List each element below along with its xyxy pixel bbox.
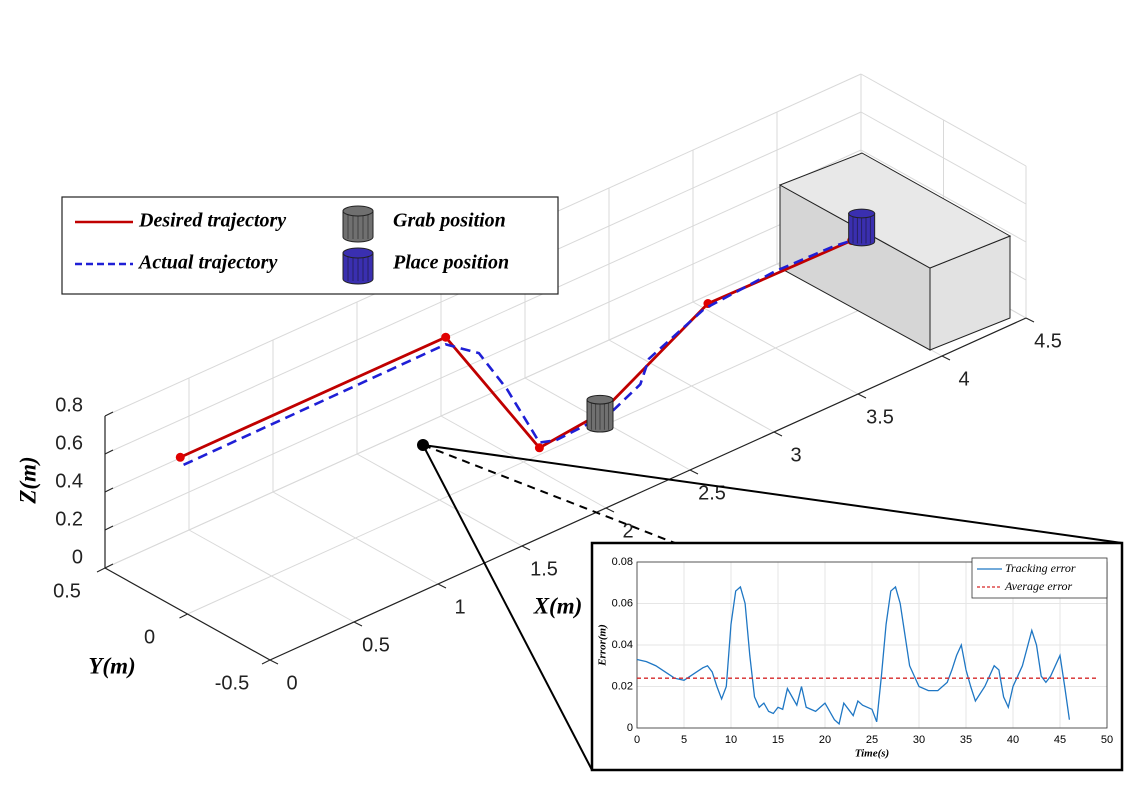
legend-label: Place position <box>392 252 509 274</box>
waypoint <box>703 299 713 309</box>
tick-mark <box>521 545 531 551</box>
y-tick-label: 0.06 <box>612 597 633 609</box>
x-tick-label: 4.5 <box>1034 330 1062 352</box>
x-tick-label: 0 <box>634 734 640 746</box>
x-tick-label: 1.5 <box>530 558 558 580</box>
tick-mark <box>1025 317 1035 323</box>
z-axis-label: Z(m) <box>15 456 40 504</box>
y-tick-label: -0.5 <box>215 672 249 694</box>
tick-mark <box>689 469 699 475</box>
error-plot: 0 5 10 15 20 25 30 35 40 45 50 0 0.02 0.04 0.06 0.08 Tim… <box>590 541 1124 772</box>
grid-line <box>187 271 944 615</box>
tick-mark <box>104 487 114 493</box>
legend-label: Grab position <box>393 210 506 232</box>
x-tick-label: 1 <box>454 596 465 618</box>
z-tick-label: 0.8 <box>55 394 83 416</box>
x-axis-label: X(m) <box>533 593 583 618</box>
x-axis-label: Time(s) <box>855 748 889 760</box>
x-tick-label: 35 <box>960 734 972 746</box>
plot-frame <box>636 561 1108 729</box>
x-tick-label: 25 <box>866 734 878 746</box>
x-tick-label: 0 <box>286 672 297 694</box>
grid-line <box>860 73 1027 167</box>
y-tick-label: 0 <box>144 626 155 648</box>
tick-mark <box>773 431 783 437</box>
zoom-line <box>422 444 593 771</box>
y-tick-label: 0.08 <box>612 556 633 568</box>
y-tick-label: 0.02 <box>612 680 633 692</box>
x-tick-label: 45 <box>1054 734 1066 746</box>
x-tick-label: 40 <box>1007 734 1019 746</box>
tick-mark <box>261 659 271 665</box>
x-tick-label: 50 <box>1101 734 1113 746</box>
trajectory-plot: 0 0.5 1 1.5 2 2.5 3 3.5 4 4.5 -0.5 0 0.5 0 0.2 0.4 0.6 0.… <box>15 73 1062 694</box>
waypoint <box>534 443 544 453</box>
error-line <box>636 585 1071 726</box>
legend-label: Actual trajectory <box>137 252 277 274</box>
tick-mark <box>437 583 447 589</box>
table-top <box>778 152 1012 269</box>
position-marker <box>848 208 876 247</box>
cylinder-top <box>848 208 876 219</box>
x-tick-label: 15 <box>772 734 784 746</box>
legend-box <box>61 196 559 295</box>
tick-mark <box>353 621 363 627</box>
trajectory-line <box>183 239 853 467</box>
z-tick-label: 0.2 <box>55 508 83 530</box>
tick-mark <box>857 393 867 399</box>
position-marker <box>586 394 614 433</box>
x-tick-label: 10 <box>725 734 737 746</box>
z-tick-label: 0 <box>72 546 83 568</box>
y-tick-label: 0.5 <box>53 580 81 602</box>
x-tick-label: 4 <box>958 368 969 390</box>
trajectory-line <box>179 239 853 459</box>
tick-mark <box>179 613 188 619</box>
legend-label: Average error <box>1004 579 1073 593</box>
waypoint <box>441 332 451 342</box>
tick-mark <box>269 659 279 665</box>
legend-label: Tracking error <box>1005 561 1076 575</box>
legend: Desired trajectory Actual trajectory Grab … <box>61 196 559 295</box>
x-tick-label: 3.5 <box>866 406 894 428</box>
x-tick-label: 2.5 <box>698 482 726 504</box>
grid-line <box>860 149 1027 243</box>
y-axis-label: Y(m) <box>88 653 135 678</box>
cylinder-top <box>342 247 374 259</box>
tick-mark <box>941 355 951 361</box>
x-tick-label: 0.5 <box>362 634 390 656</box>
zoom-callout <box>417 439 1123 771</box>
x-tick-label: 30 <box>913 734 925 746</box>
cylinder-top <box>586 394 614 405</box>
x-tick-label: 5 <box>681 734 687 746</box>
z-tick-label: 0.6 <box>55 432 83 454</box>
waypoint <box>175 452 185 462</box>
zoom-point <box>417 439 429 451</box>
tick-mark <box>104 411 114 417</box>
axis-line <box>269 317 1027 661</box>
tick-mark <box>104 563 114 569</box>
x-tick-label: 20 <box>819 734 831 746</box>
y-tick-label: 0 <box>627 722 633 734</box>
z-tick-label: 0.4 <box>55 470 83 492</box>
zoom-line <box>422 444 1123 544</box>
tick-mark <box>605 507 615 513</box>
zoom-line <box>422 444 681 546</box>
legend-box <box>971 557 1108 599</box>
x-tick-label: 2 <box>622 520 633 542</box>
y-tick-label: 0.04 <box>612 639 633 651</box>
grid-line <box>860 111 1027 205</box>
tick-mark <box>104 449 114 455</box>
x-tick-label: 3 <box>790 444 801 466</box>
grid-line <box>104 225 862 569</box>
y-axis-label: Error(m) <box>597 624 609 667</box>
tick-mark <box>104 525 114 531</box>
cylinder-top <box>342 205 374 217</box>
tick-mark <box>96 567 106 573</box>
legend-label: Desired trajectory <box>138 210 286 232</box>
